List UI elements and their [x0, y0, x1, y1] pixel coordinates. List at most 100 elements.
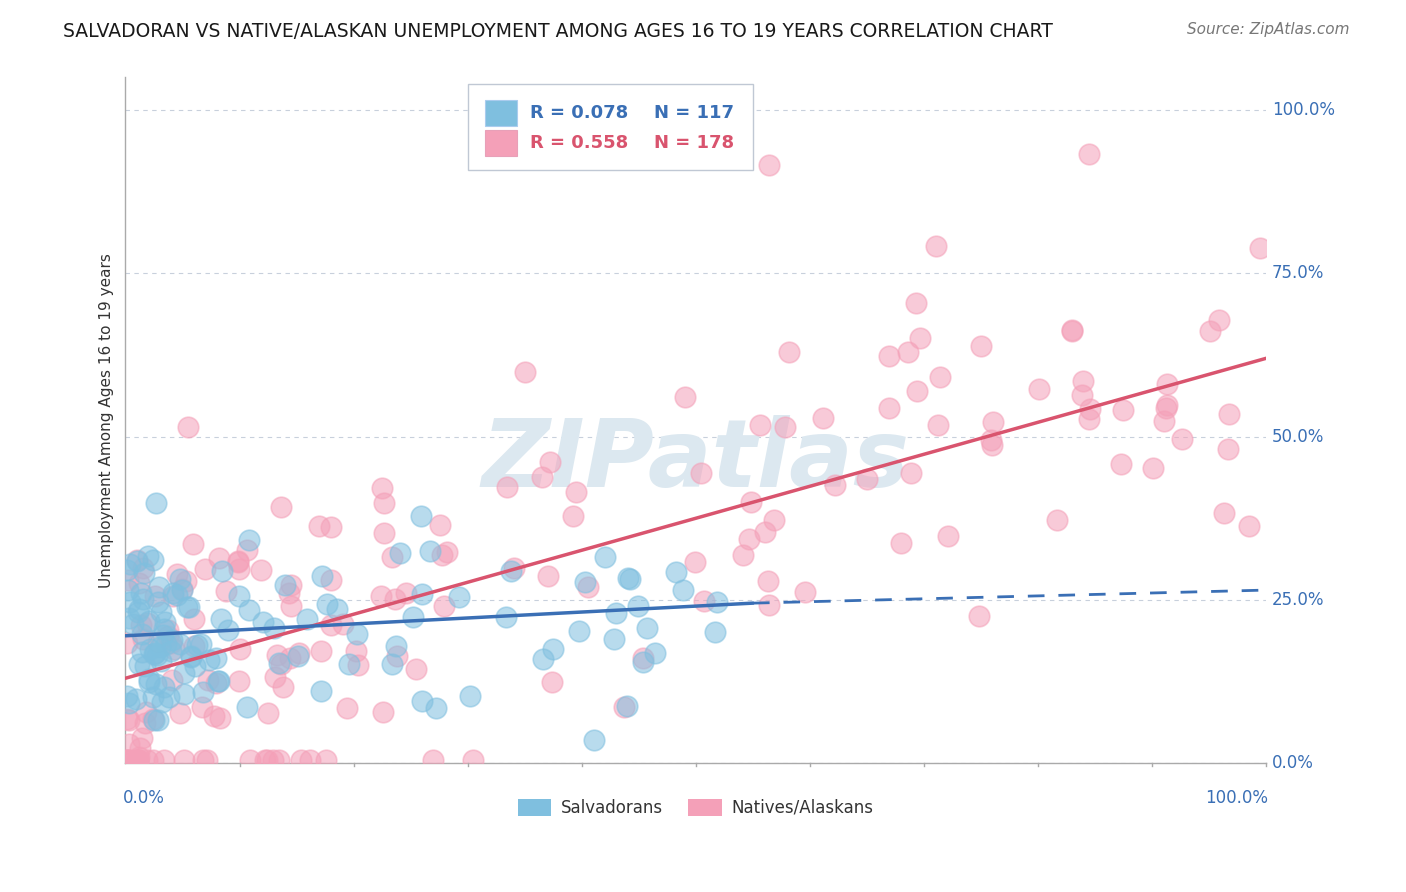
- Point: [936, 529, 959, 543]
- Point: [277, 586, 299, 600]
- Point: [152, 628, 174, 642]
- Point: [173, 687, 195, 701]
- Point: [346, 627, 368, 641]
- Point: [402, 610, 425, 624]
- Point: [198, 653, 221, 667]
- Point: [173, 666, 195, 681]
- Point: [433, 599, 456, 614]
- Point: [373, 705, 395, 719]
- Point: [319, 574, 342, 588]
- Point: [142, 690, 165, 705]
- Point: [132, 591, 155, 606]
- Point: [173, 753, 195, 767]
- Point: [166, 566, 188, 581]
- Point: [595, 550, 617, 565]
- Point: [118, 753, 141, 767]
- Point: [290, 753, 312, 767]
- Text: 100.0%: 100.0%: [1205, 789, 1268, 807]
- Point: [181, 537, 204, 551]
- Point: [733, 548, 755, 562]
- Point: [211, 564, 233, 578]
- Point: [125, 753, 148, 767]
- Point: [142, 712, 165, 726]
- Point: [256, 753, 278, 767]
- Point: [180, 650, 202, 665]
- Point: [616, 699, 638, 714]
- Text: R = 0.078: R = 0.078: [530, 104, 628, 122]
- Point: [969, 339, 991, 353]
- Point: [1142, 461, 1164, 475]
- Point: [145, 676, 167, 690]
- Point: [149, 640, 172, 654]
- Point: [824, 478, 846, 492]
- Point: [740, 495, 762, 509]
- Point: [160, 644, 183, 658]
- Point: [263, 670, 285, 684]
- Point: [162, 586, 184, 600]
- Point: [128, 657, 150, 671]
- Point: [1046, 513, 1069, 527]
- Point: [344, 644, 367, 658]
- Point: [1154, 401, 1177, 416]
- Point: [384, 591, 406, 606]
- Point: [603, 632, 626, 646]
- Point: [384, 639, 406, 653]
- Point: [132, 561, 155, 575]
- Point: [897, 344, 920, 359]
- Point: [631, 655, 654, 669]
- Point: [128, 601, 150, 615]
- Point: [183, 639, 205, 653]
- Text: 75.0%: 75.0%: [1272, 264, 1324, 283]
- Point: [907, 384, 929, 399]
- Point: [236, 543, 259, 558]
- Text: 25.0%: 25.0%: [1272, 591, 1324, 609]
- Point: [270, 500, 292, 514]
- Point: [217, 623, 239, 637]
- Text: SALVADORAN VS NATIVE/ALASKAN UNEMPLOYMENT AMONG AGES 16 TO 19 YEARS CORRELATION : SALVADORAN VS NATIVE/ALASKAN UNEMPLOYMEN…: [63, 22, 1053, 41]
- Y-axis label: Unemployment Among Ages 16 to 19 years: Unemployment Among Ages 16 to 19 years: [100, 252, 114, 588]
- Point: [373, 496, 395, 510]
- Point: [877, 401, 900, 415]
- Point: [197, 673, 219, 687]
- Point: [138, 614, 160, 628]
- Point: [166, 588, 188, 602]
- Point: [254, 753, 277, 767]
- Point: [332, 617, 354, 632]
- Point: [117, 573, 139, 587]
- Point: [631, 651, 654, 665]
- Point: [177, 420, 200, 434]
- Point: [136, 549, 159, 563]
- Point: [1199, 324, 1222, 338]
- Point: [502, 560, 524, 574]
- Point: [269, 753, 291, 767]
- Point: [118, 610, 141, 624]
- Point: [758, 158, 780, 172]
- Point: [169, 573, 191, 587]
- Point: [134, 658, 156, 673]
- Point: [169, 637, 191, 651]
- Point: [461, 753, 484, 767]
- Legend: Salvadorans, Natives/Alaskans: Salvadorans, Natives/Alaskans: [512, 792, 880, 823]
- Point: [636, 621, 658, 635]
- Point: [157, 690, 180, 704]
- Point: [146, 635, 169, 649]
- Point: [138, 672, 160, 686]
- Point: [142, 713, 165, 727]
- Point: [156, 624, 179, 638]
- Point: [513, 365, 536, 379]
- Point: [644, 646, 666, 660]
- Point: [319, 520, 342, 534]
- Point: [115, 753, 138, 767]
- Text: N = 178: N = 178: [654, 135, 734, 153]
- Point: [174, 574, 197, 588]
- Point: [215, 584, 238, 599]
- Point: [127, 753, 149, 767]
- Point: [673, 390, 696, 404]
- Point: [238, 603, 260, 617]
- Point: [758, 598, 780, 612]
- Point: [738, 532, 761, 546]
- Point: [1078, 412, 1101, 426]
- Point: [758, 574, 780, 588]
- Point: [460, 689, 482, 703]
- Point: [150, 695, 173, 709]
